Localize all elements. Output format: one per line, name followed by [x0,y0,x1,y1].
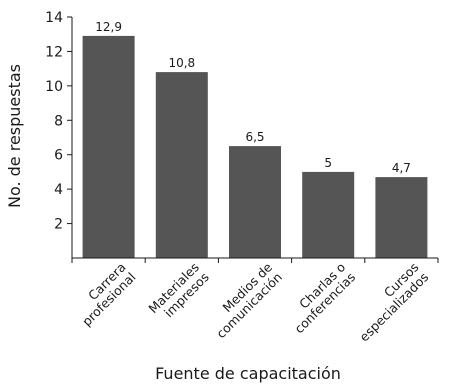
bar [155,72,208,258]
y-tick-label: 14 [45,10,63,26]
y-tick-label: 8 [54,113,63,129]
y-tick-label: 10 [45,79,63,95]
bar-value-label: 4,7 [392,161,411,175]
x-category-label: Charlas oconferencias [281,260,358,337]
bar-value-label: 10,8 [168,56,195,70]
x-category-label: Carreraprofesional [69,260,138,329]
x-axis-title: Fuente de capacitación [155,364,341,383]
bar-value-label: 6,5 [245,130,264,144]
y-tick-label: 2 [54,217,63,233]
bar [229,146,281,258]
bar [82,35,135,259]
x-category-label: Cursosespecializados [346,260,431,345]
y-tick-label: 4 [54,182,63,198]
x-category-label: Materialesimpresos [145,260,211,326]
y-axis: 2 4 6 8 10 12 14 [45,10,73,258]
bar-value-label: 12,9 [95,20,122,34]
bars-group [82,35,428,259]
x-category-label: Medios decomunicación [203,259,285,341]
x-axis: Carreraprofesional Materialesimpresos Medi… [69,257,439,345]
bar [302,171,355,258]
y-axis-title: No. de respuestas [5,64,24,208]
data-labels-group: 12,9 10,8 6,5 5 4,7 [95,20,411,175]
y-tick-label: 6 [54,148,63,164]
bar-value-label: 5 [324,156,332,170]
y-tick-label: 12 [45,44,63,60]
bar [375,177,428,258]
